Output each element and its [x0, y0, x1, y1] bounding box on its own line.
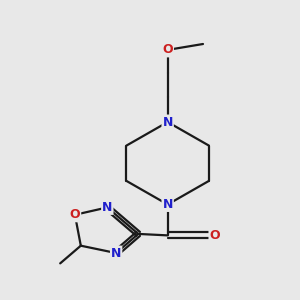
Text: N: N [163, 198, 173, 211]
Text: N: N [163, 116, 173, 128]
Text: O: O [70, 208, 80, 221]
Text: N: N [111, 247, 121, 260]
Text: O: O [162, 44, 173, 56]
Text: O: O [209, 229, 220, 242]
Text: N: N [102, 201, 112, 214]
